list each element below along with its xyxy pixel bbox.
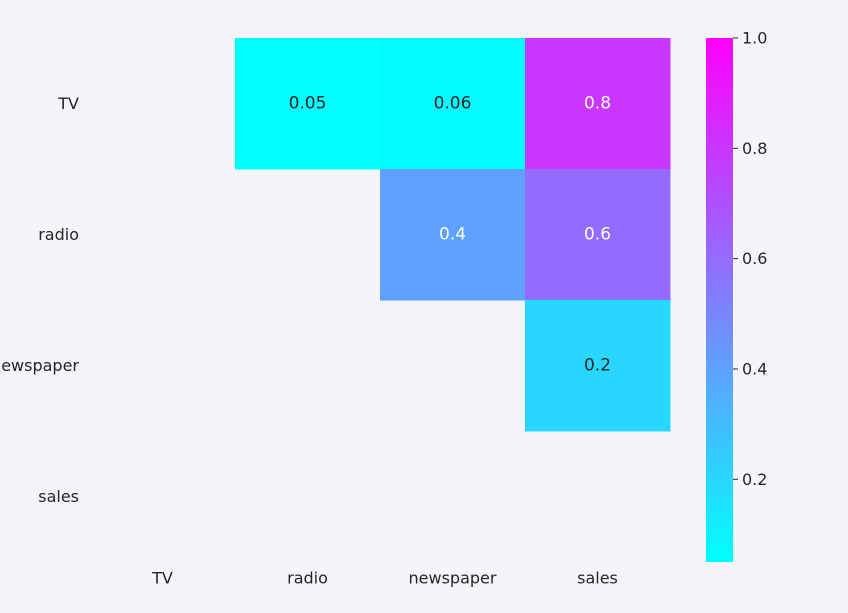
row-label-tv: TV [57,94,79,113]
cell-value-label: 0.4 [439,225,466,245]
colorbar-tick-label: 0.2 [742,470,767,489]
heatmap-cell-tv-sales [525,38,671,170]
heatmap-cell-tv-newspaper [380,38,526,170]
column-tick-labels: TV radio newspaper sales [151,569,618,588]
column-label-sales: sales [577,569,618,588]
column-label-newspaper: newspaper [409,569,497,588]
row-label-radio: radio [38,225,79,244]
colorbar: 0.2 0.4 0.6 0.8 1.0 [706,29,767,562]
cell-value-label: 0.6 [584,225,611,245]
heatmap-cell-tv-radio [235,38,381,170]
cell-value-label: 0.2 [584,356,611,376]
colorbar-tick-label: 0.4 [742,359,767,378]
heatmap-cells: 0.05 0.06 0.8 0.4 0.6 0.2 [235,38,671,432]
cell-value-label: 0.05 [289,94,327,114]
heatmap-cell-radio-sales [525,169,671,301]
cell-value-label: 0.8 [584,94,611,114]
colorbar-tick-label: 1.0 [742,29,767,48]
column-label-tv: TV [151,569,173,588]
column-label-radio: radio [287,569,328,588]
colorbar-gradient [706,38,733,562]
colorbar-tick-label: 0.8 [742,139,767,158]
cell-value-label: 0.06 [434,94,472,114]
colorbar-tick-label: 0.6 [742,249,767,268]
heatmap-cell-newspaper-sales [525,300,671,432]
row-tick-labels: TV radio newspaper sales [0,94,79,506]
row-label-newspaper: newspaper [0,356,79,375]
row-label-sales: sales [38,487,79,506]
heatmap-cell-radio-newspaper [380,169,526,301]
